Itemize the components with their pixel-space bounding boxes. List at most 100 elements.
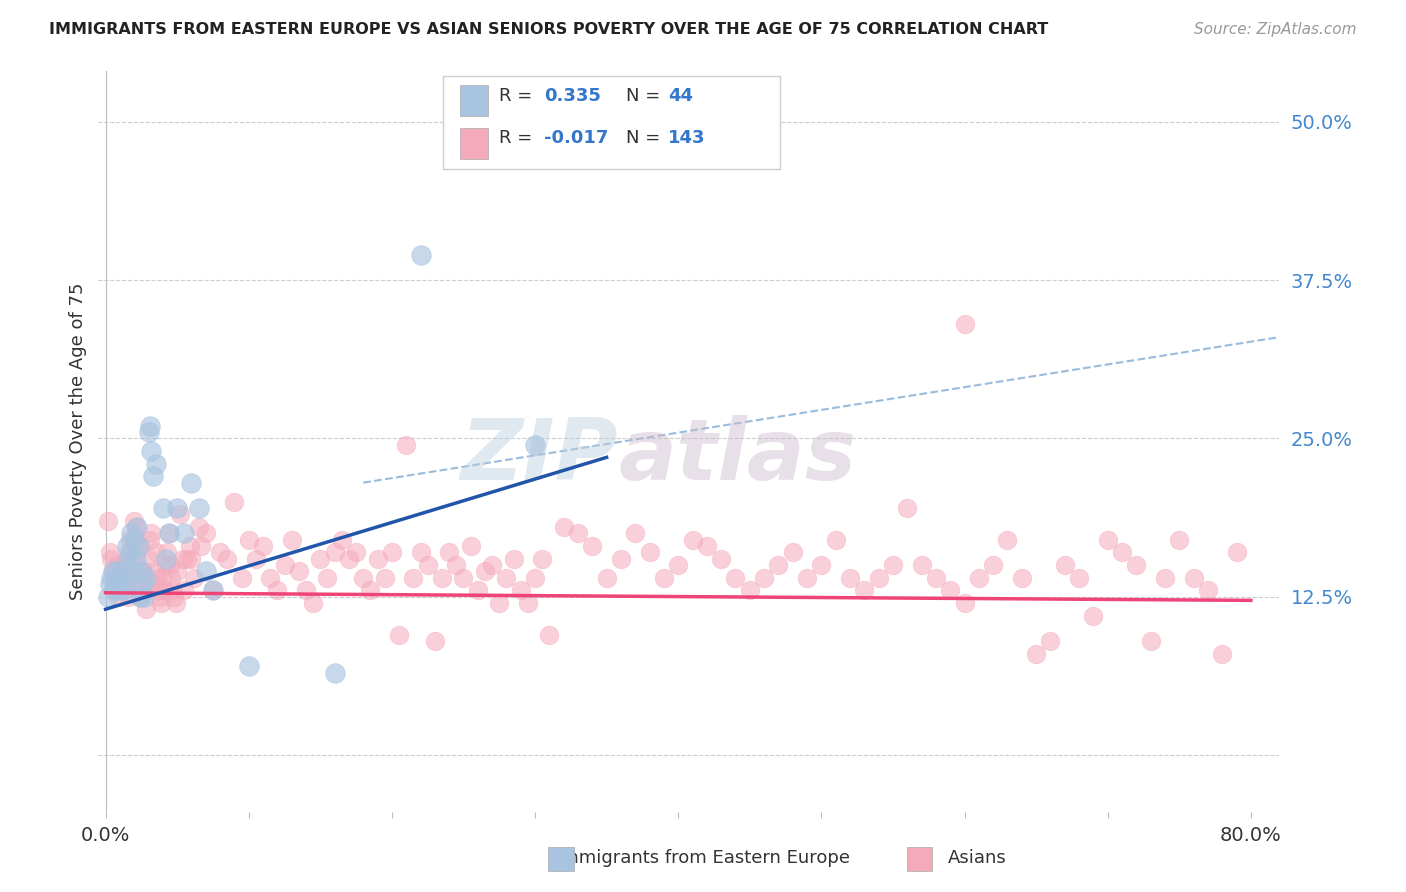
Point bbox=[179, 539, 201, 553]
Point bbox=[495, 571, 517, 585]
Point bbox=[118, 545, 141, 559]
Point bbox=[395, 438, 418, 452]
Point bbox=[538, 627, 561, 641]
Point bbox=[910, 558, 932, 572]
Point bbox=[107, 590, 129, 604]
Point bbox=[129, 590, 152, 604]
Point bbox=[120, 545, 142, 559]
Point bbox=[238, 533, 260, 547]
Point bbox=[139, 418, 162, 433]
Point bbox=[105, 571, 128, 585]
Point bbox=[155, 558, 177, 572]
Point bbox=[114, 577, 136, 591]
Point bbox=[146, 571, 169, 585]
Point bbox=[595, 571, 617, 585]
Point bbox=[169, 508, 191, 522]
Point bbox=[953, 318, 976, 332]
Point bbox=[122, 514, 145, 528]
Point bbox=[117, 551, 139, 566]
Point bbox=[696, 539, 718, 553]
Text: -0.017: -0.017 bbox=[544, 129, 609, 147]
Point bbox=[868, 571, 890, 585]
Point bbox=[1097, 533, 1119, 547]
Point bbox=[118, 533, 141, 547]
Point bbox=[201, 583, 224, 598]
Point bbox=[352, 571, 374, 585]
Point bbox=[125, 545, 148, 559]
Point bbox=[423, 633, 446, 648]
Point bbox=[148, 583, 170, 598]
Point bbox=[524, 571, 547, 585]
Point bbox=[666, 558, 689, 572]
Point bbox=[128, 539, 150, 553]
Point bbox=[139, 533, 162, 547]
Point bbox=[159, 558, 181, 572]
Point bbox=[516, 596, 538, 610]
Point bbox=[488, 596, 510, 610]
Point bbox=[446, 558, 468, 572]
Point bbox=[157, 526, 180, 541]
Point bbox=[1083, 608, 1105, 623]
Text: Immigrants from Eastern Europe: Immigrants from Eastern Europe bbox=[555, 849, 851, 867]
Point bbox=[149, 590, 172, 604]
Point bbox=[97, 514, 120, 528]
Point bbox=[1067, 571, 1090, 585]
Point bbox=[967, 571, 990, 585]
Point bbox=[981, 558, 1004, 572]
Point bbox=[839, 571, 862, 585]
Point bbox=[337, 551, 360, 566]
Point bbox=[652, 571, 675, 585]
Point bbox=[409, 248, 432, 262]
Point bbox=[194, 564, 217, 578]
Point bbox=[1111, 545, 1133, 559]
Point bbox=[156, 545, 179, 559]
Point bbox=[782, 545, 804, 559]
Point bbox=[201, 583, 224, 598]
Point bbox=[176, 551, 198, 566]
Text: R =: R = bbox=[499, 87, 538, 104]
Point bbox=[367, 551, 389, 566]
Point bbox=[121, 564, 143, 578]
Point bbox=[388, 627, 411, 641]
Point bbox=[467, 583, 489, 598]
Point bbox=[402, 571, 425, 585]
Point bbox=[295, 583, 318, 598]
Point bbox=[165, 596, 187, 610]
Point bbox=[101, 564, 124, 578]
Point bbox=[108, 583, 131, 598]
Point bbox=[194, 526, 217, 541]
Point bbox=[124, 551, 146, 566]
Point bbox=[122, 533, 145, 547]
Point bbox=[110, 583, 132, 598]
Point bbox=[1197, 583, 1219, 598]
Point bbox=[409, 545, 432, 559]
Point bbox=[166, 564, 188, 578]
Text: ZIP: ZIP bbox=[460, 415, 619, 498]
Point bbox=[853, 583, 876, 598]
Point bbox=[682, 533, 704, 547]
Point bbox=[152, 500, 174, 515]
Point bbox=[266, 583, 288, 598]
Point bbox=[163, 590, 186, 604]
Point bbox=[344, 545, 367, 559]
Point bbox=[112, 558, 135, 572]
Point bbox=[810, 558, 832, 572]
Point bbox=[128, 539, 150, 553]
Point bbox=[100, 571, 122, 585]
Point bbox=[115, 539, 138, 553]
Text: 143: 143 bbox=[668, 129, 706, 147]
Text: IMMIGRANTS FROM EASTERN EUROPE VS ASIAN SENIORS POVERTY OVER THE AGE OF 75 CORRE: IMMIGRANTS FROM EASTERN EUROPE VS ASIAN … bbox=[49, 22, 1049, 37]
Point bbox=[796, 571, 818, 585]
Text: 44: 44 bbox=[668, 87, 693, 104]
Point bbox=[939, 583, 962, 598]
Point bbox=[132, 564, 155, 578]
Point bbox=[581, 539, 603, 553]
Point bbox=[129, 590, 152, 604]
Point bbox=[98, 577, 121, 591]
Point bbox=[132, 577, 155, 591]
Point bbox=[104, 577, 127, 591]
Point bbox=[1211, 647, 1233, 661]
Point bbox=[142, 577, 165, 591]
Point bbox=[101, 564, 124, 578]
Point bbox=[114, 564, 136, 578]
